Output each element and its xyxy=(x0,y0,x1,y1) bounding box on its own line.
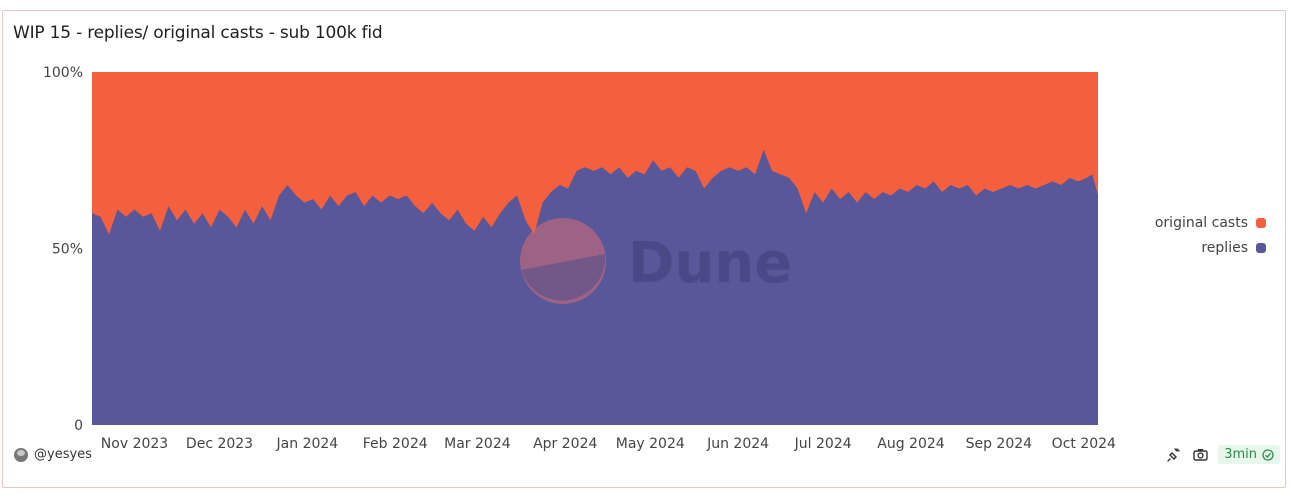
legend-item-original-casts[interactable]: original casts xyxy=(1155,210,1266,235)
watermark-text: Dune xyxy=(628,231,792,296)
legend-swatch-original-casts xyxy=(1256,217,1266,228)
x-tick-label: Aug 2024 xyxy=(877,436,945,452)
author[interactable]: @yesyes xyxy=(14,447,92,462)
author-handle: @yesyes xyxy=(34,447,92,462)
x-tick-label: Oct 2024 xyxy=(1052,436,1116,452)
x-tick-label: Feb 2024 xyxy=(363,436,428,452)
y-tick-label: 0 xyxy=(74,418,83,434)
legend: original casts replies xyxy=(1155,210,1266,260)
x-tick-label: May 2024 xyxy=(616,436,685,452)
x-tick-label: Dec 2023 xyxy=(186,436,253,452)
x-tick-label: Sep 2024 xyxy=(966,436,1033,452)
chart-title: WIP 15 - replies/ original casts - sub 1… xyxy=(13,23,383,43)
refresh-interval: 3min xyxy=(1224,447,1257,462)
legend-swatch-replies xyxy=(1256,242,1266,253)
refresh-badge[interactable]: 3min xyxy=(1218,445,1280,464)
x-tick-label: Jan 2024 xyxy=(276,436,339,452)
legend-item-replies[interactable]: replies xyxy=(1155,235,1266,260)
footer-actions: 3min xyxy=(1166,445,1280,464)
x-tick-label: Jun 2024 xyxy=(706,436,769,452)
x-tick-label: Apr 2024 xyxy=(533,436,597,452)
watermark-logo-shade xyxy=(521,254,606,301)
legend-label-original-casts: original casts xyxy=(1154,214,1248,231)
legend-label-replies: replies xyxy=(1201,239,1248,256)
refresh-plug-icon[interactable] xyxy=(1166,447,1182,463)
x-tick-label: Nov 2023 xyxy=(101,436,168,452)
avatar xyxy=(14,447,28,462)
check-circle-icon xyxy=(1262,448,1274,461)
x-tick-label: Mar 2024 xyxy=(444,436,511,452)
y-tick-label: 100% xyxy=(43,65,83,81)
camera-icon[interactable] xyxy=(1192,447,1208,463)
y-tick-label: 50% xyxy=(52,242,83,258)
x-tick-label: Jul 2024 xyxy=(794,436,852,452)
